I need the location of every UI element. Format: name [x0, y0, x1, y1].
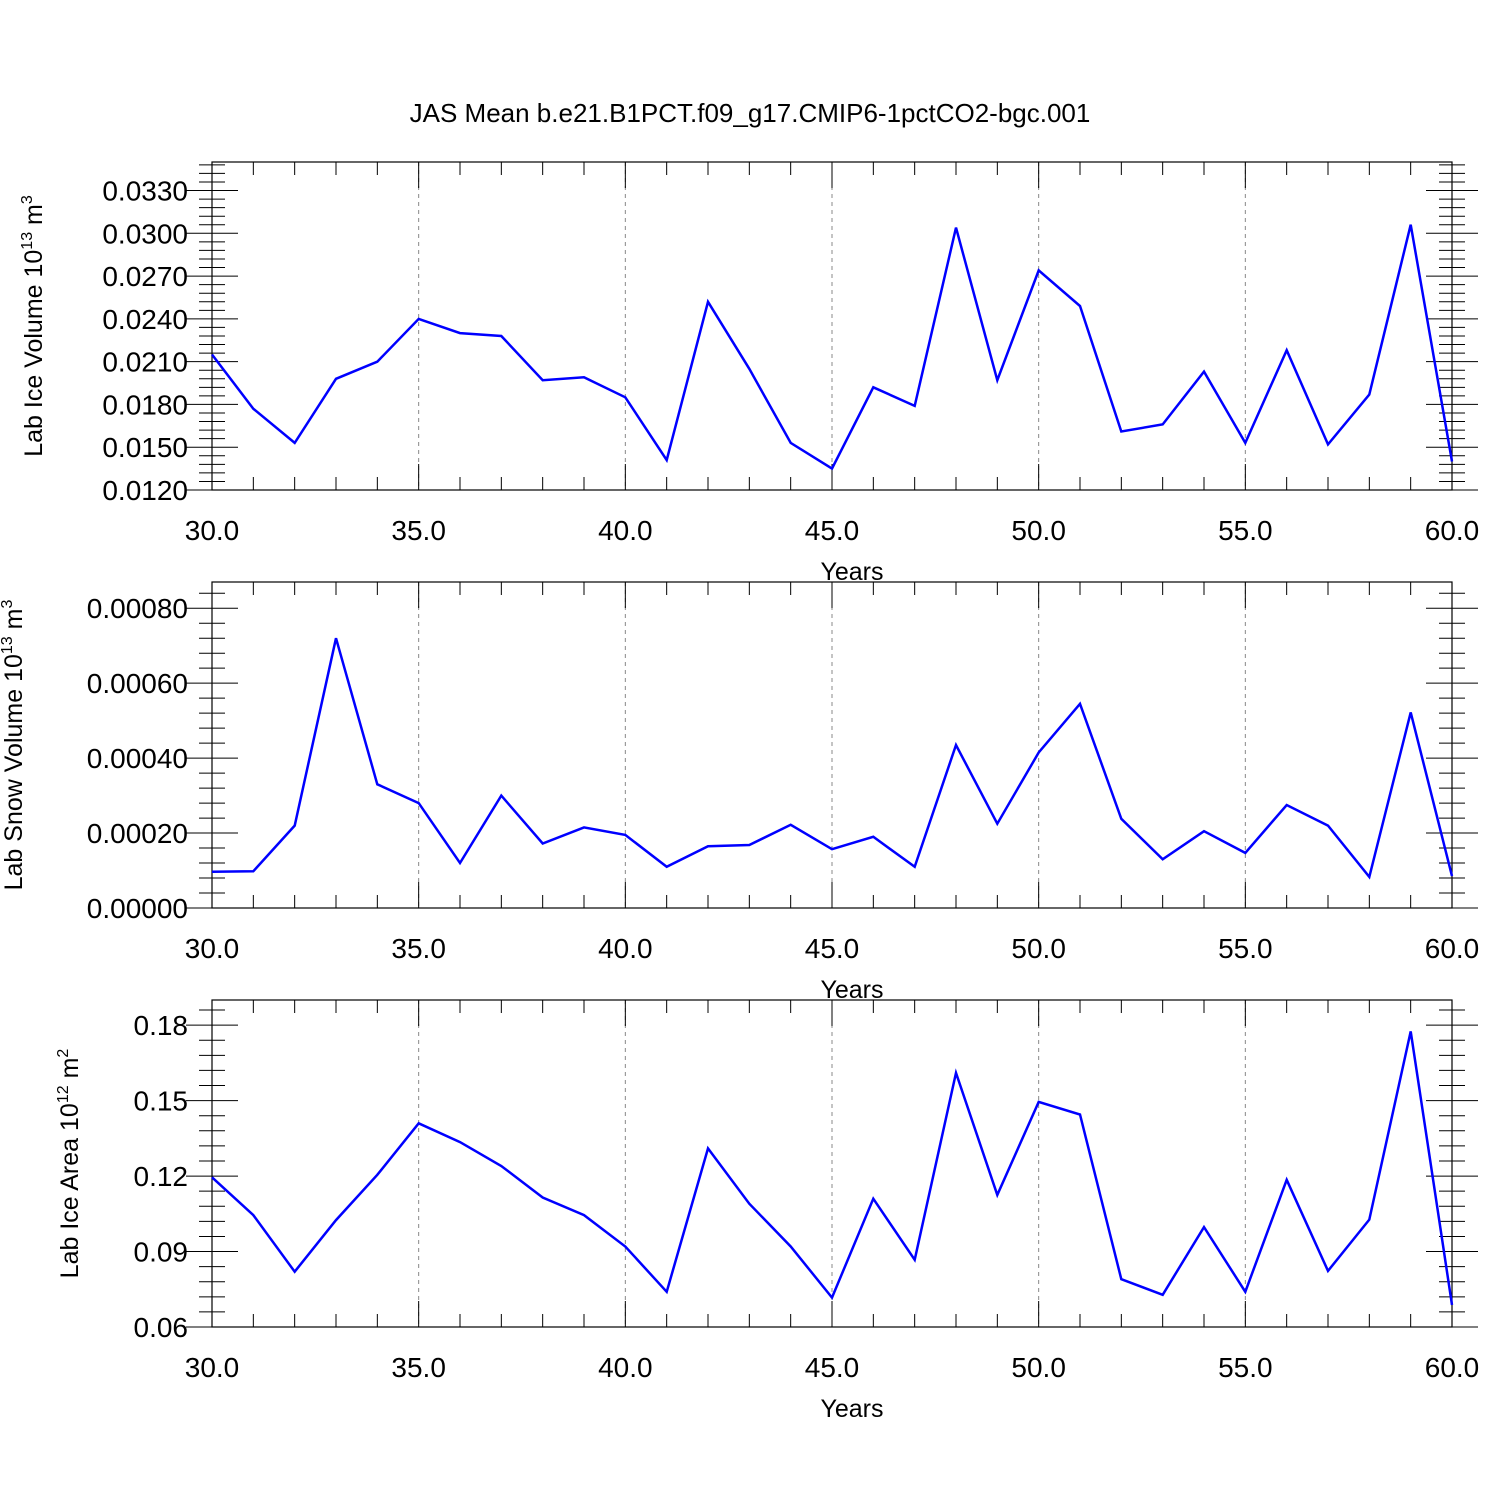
y-tick-label: 0.0120 — [102, 475, 188, 506]
y-tick-label: 0.0300 — [102, 218, 188, 249]
x-tick-label: 45.0 — [805, 1352, 860, 1383]
y-axis-title-text: Lab Ice Volume 10 — [20, 250, 48, 457]
y-tick-label: 0.00060 — [87, 668, 188, 699]
y-axis-title-exponent: 13 — [19, 232, 36, 250]
x-tick-label: 60.0 — [1425, 515, 1480, 546]
panel-3: 30.0 35.0 40.0 45.0 50.0 55.0 60.0 0.06 0.09 0.12… — [55, 999, 1480, 1423]
x-tick-label: 55.0 — [1218, 933, 1273, 964]
x-tick-label: 40.0 — [598, 515, 653, 546]
y-axis-title-exponent: 13 — [0, 636, 16, 654]
y-tick-label: 0.0240 — [102, 304, 188, 335]
x-tick-label: 30.0 — [185, 515, 240, 546]
x-tick-label: 60.0 — [1425, 1352, 1480, 1383]
y-axis-title: Lab Ice Area 1012 m2 — [55, 1049, 84, 1279]
x-tick-label: 30.0 — [185, 1352, 240, 1383]
y-tick-label: 0.0150 — [102, 432, 188, 463]
y-axis-title: Lab Snow Volume 1013 m3 — [0, 600, 28, 891]
y-tick-label: 0.18 — [134, 1010, 189, 1041]
x-tick-label: 50.0 — [1011, 933, 1066, 964]
x-axis-title: Years — [820, 558, 883, 586]
y-axis-title-unit-exponent: 2 — [55, 1049, 72, 1058]
y-tick-label: 0.00000 — [87, 893, 188, 924]
y-tick-label: 0.0330 — [102, 176, 188, 207]
y-axis-title-unit-exponent: 3 — [19, 195, 36, 204]
y-axis-title-text: Lab Ice Area 10 — [56, 1103, 84, 1278]
x-tick-label: 60.0 — [1425, 933, 1480, 964]
y-tick-label: 0.12 — [134, 1161, 189, 1192]
panel-1: 30.0 35.0 40.0 45.0 50.0 55.0 60.0 0.0120 0.0150… — [19, 161, 1480, 586]
y-axis-title-exponent: 12 — [55, 1085, 72, 1103]
y-tick-label: 0.09 — [134, 1237, 189, 1268]
x-tick-label: 35.0 — [391, 1352, 446, 1383]
x-tick-label: 40.0 — [598, 933, 653, 964]
x-tick-label: 50.0 — [1011, 1352, 1066, 1383]
y-tick-label: 0.0210 — [102, 347, 188, 378]
x-tick-label: 45.0 — [805, 515, 860, 546]
x-tick-label: 45.0 — [805, 933, 860, 964]
x-tick-label: 55.0 — [1218, 1352, 1273, 1383]
y-axis-title-unit-exponent: 3 — [0, 600, 16, 609]
x-tick-label: 40.0 — [598, 1352, 653, 1383]
y-tick-label: 0.0180 — [102, 389, 188, 420]
y-tick-label: 0.0270 — [102, 261, 188, 292]
x-tick-label: 35.0 — [391, 933, 446, 964]
y-axis-title-text: Lab Snow Volume 10 — [0, 654, 28, 890]
y-tick-label: 0.00040 — [87, 743, 188, 774]
x-axis-title: Years — [820, 1395, 883, 1423]
y-axis-title-unit: m — [56, 1058, 84, 1086]
y-tick-label: 0.06 — [134, 1312, 189, 1343]
x-tick-label: 30.0 — [185, 933, 240, 964]
x-tick-label: 50.0 — [1011, 515, 1066, 546]
x-tick-label: 35.0 — [391, 515, 446, 546]
x-axis-title: Years — [820, 976, 883, 1004]
x-tick-label: 55.0 — [1218, 515, 1273, 546]
y-axis-title: Lab Ice Volume 1013 m3 — [19, 195, 48, 457]
y-tick-label: 0.15 — [134, 1086, 189, 1117]
y-tick-label: 0.00080 — [87, 593, 188, 624]
y-axis-title-unit: m — [20, 204, 48, 232]
panel-2: 30.0 35.0 40.0 45.0 50.0 55.0 60.0 0.00000 0.000… — [0, 581, 1480, 1004]
chart-title: JAS Mean b.e21.B1PCT.f09_g17.CMIP6-1pctC… — [409, 98, 1091, 128]
y-axis-title-unit: m — [0, 609, 28, 637]
y-tick-label: 0.00020 — [87, 818, 188, 849]
